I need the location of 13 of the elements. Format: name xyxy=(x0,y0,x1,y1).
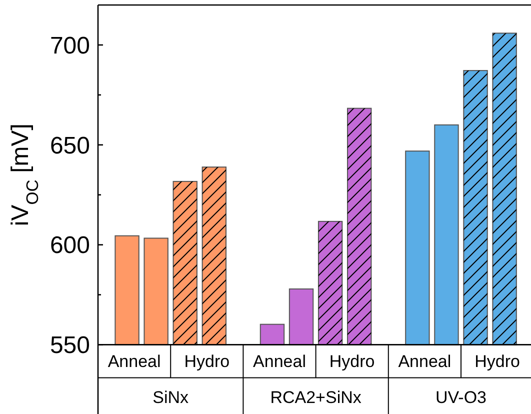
x-tick-label: Anneal xyxy=(108,352,161,371)
x-tick-label: Hydro xyxy=(329,352,375,371)
y-tick-label: 550 xyxy=(50,332,90,360)
text: UV-O3 xyxy=(435,388,487,407)
y-tick-label: 650 xyxy=(50,132,90,160)
x-tick-label: Hydro xyxy=(184,352,230,371)
x-tick-label: Anneal xyxy=(253,352,306,371)
x-tick-label: Anneal xyxy=(398,352,452,371)
y-tick-label: 700 xyxy=(50,32,90,60)
y-tick-label: 600 xyxy=(50,232,90,260)
text: RCA2+SiNx xyxy=(270,388,362,407)
text: SiNx xyxy=(152,388,190,407)
x-tick-label: Hydro xyxy=(474,352,520,371)
